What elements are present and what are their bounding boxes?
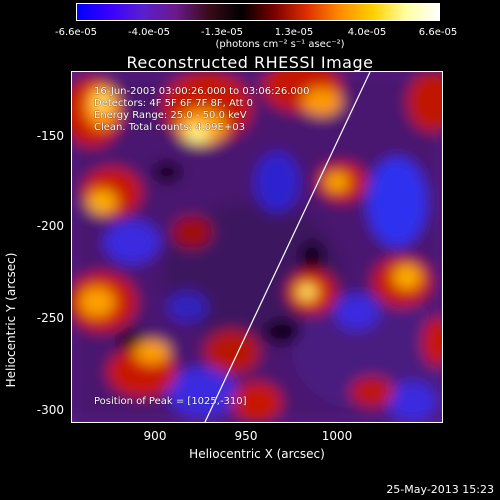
colorbar-tick: -1.3e-05 (201, 27, 243, 38)
x-axis-label: Heliocentric X (arcsec) (189, 447, 325, 461)
colorbar-tick: 1.3e-05 (274, 27, 314, 38)
time-range-annotation: 16-Jun-2003 03:00:26.000 to 03:06:26.000 (94, 86, 310, 97)
x-tick-label: 1000 (321, 429, 353, 443)
y-tick-label: -200 (36, 219, 64, 233)
detectors-annotation: Detectors: 4F 5F 6F 7F 8F, Att 0 (94, 98, 254, 109)
colorbar-tick: 4.0e-05 (347, 27, 387, 38)
colorbar-units: (photons cm⁻² s⁻¹ asec⁻²) (215, 39, 345, 50)
solar-limb-line (204, 72, 371, 422)
x-tick-label: 950 (234, 429, 258, 443)
y-axis-label: Heliocentric Y (arcsec) (4, 252, 18, 388)
energy-annotation: Energy Range: 25.0 - 50.0 keV (94, 110, 247, 121)
rhessi-image (72, 72, 442, 422)
clean-annotation: Clean. Total counts: 4.09E+03 (94, 122, 245, 133)
colorbar-tick: 6.6e-05 (418, 27, 458, 38)
colorbar-tick: -4.0e-05 (128, 27, 170, 38)
y-tick-label: -250 (36, 311, 64, 325)
image-plot: 16-Jun-2003 03:00:26.000 to 03:06:26.000… (71, 71, 443, 423)
plot-title: Reconstructed RHESSI Image (126, 53, 374, 72)
timestamp: 25-May-2013 15:23 (386, 483, 494, 496)
colorbar-tick: -6.6e-05 (55, 27, 97, 38)
y-tick-label: -150 (36, 129, 64, 143)
colorbar (76, 3, 440, 21)
peak-annotation: Position of Peak = [1025,-310] (94, 396, 247, 407)
x-tick-label: 900 (143, 429, 167, 443)
y-tick-label: -300 (36, 403, 64, 417)
